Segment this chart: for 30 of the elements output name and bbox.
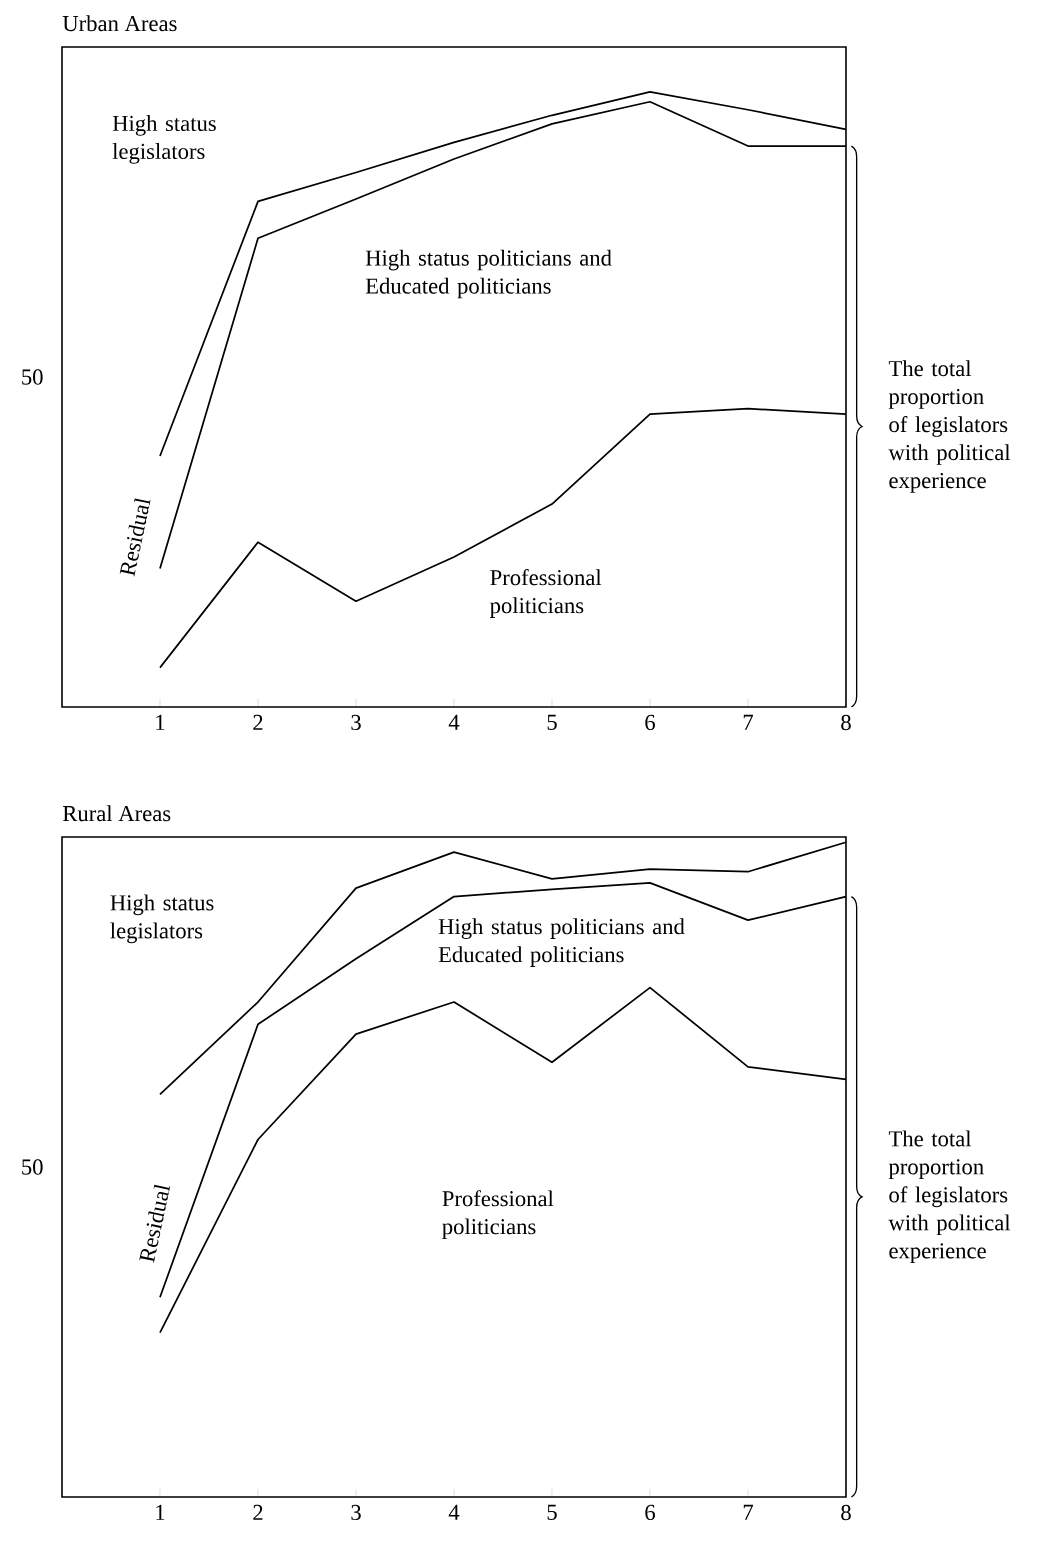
annotation: Professional politicians [489,569,602,618]
x-tick-label: 2 [253,714,263,730]
annotation: Residual [139,1184,171,1263]
text: The total proportion of legislators with political experience [888,360,1011,493]
annotation: High status politicians and Educated politicians [438,918,685,967]
x-tick-label: 5 [547,1504,557,1520]
x-tick-label: 6 [645,1504,655,1521]
x-tick-label: 7 [743,1504,754,1520]
x-tick-label: 2 [253,1504,263,1520]
annotation: High status legislators [112,115,216,164]
annotation: High status politicians and Educated politicians [365,249,612,299]
x-tick-label: 7 [743,714,754,730]
chart-title: Urban Areas [62,15,177,32]
x-tick-label: 8 [841,714,851,731]
chart-title: Rural Areas [62,805,171,822]
annotation: High status legislators [110,894,214,944]
annotation: Professional politicians [442,1190,554,1239]
x-tick-label: 3 [351,1504,361,1521]
text: The total proportion of legislators with political experience [888,1130,1011,1264]
x-tick-label: 1 [156,1504,165,1520]
x-tick-label: 8 [841,1504,851,1521]
x-tick-label: 4 [448,714,460,730]
annotation: Residual [119,498,151,577]
text: 50 [22,369,43,385]
x-tick-label: 6 [645,714,655,731]
x-tick-label: 1 [156,714,165,730]
x-tick-label: 3 [351,714,361,731]
text: 50 [22,1159,43,1175]
x-tick-label: 5 [547,714,557,730]
x-tick-label: 4 [448,1504,460,1520]
